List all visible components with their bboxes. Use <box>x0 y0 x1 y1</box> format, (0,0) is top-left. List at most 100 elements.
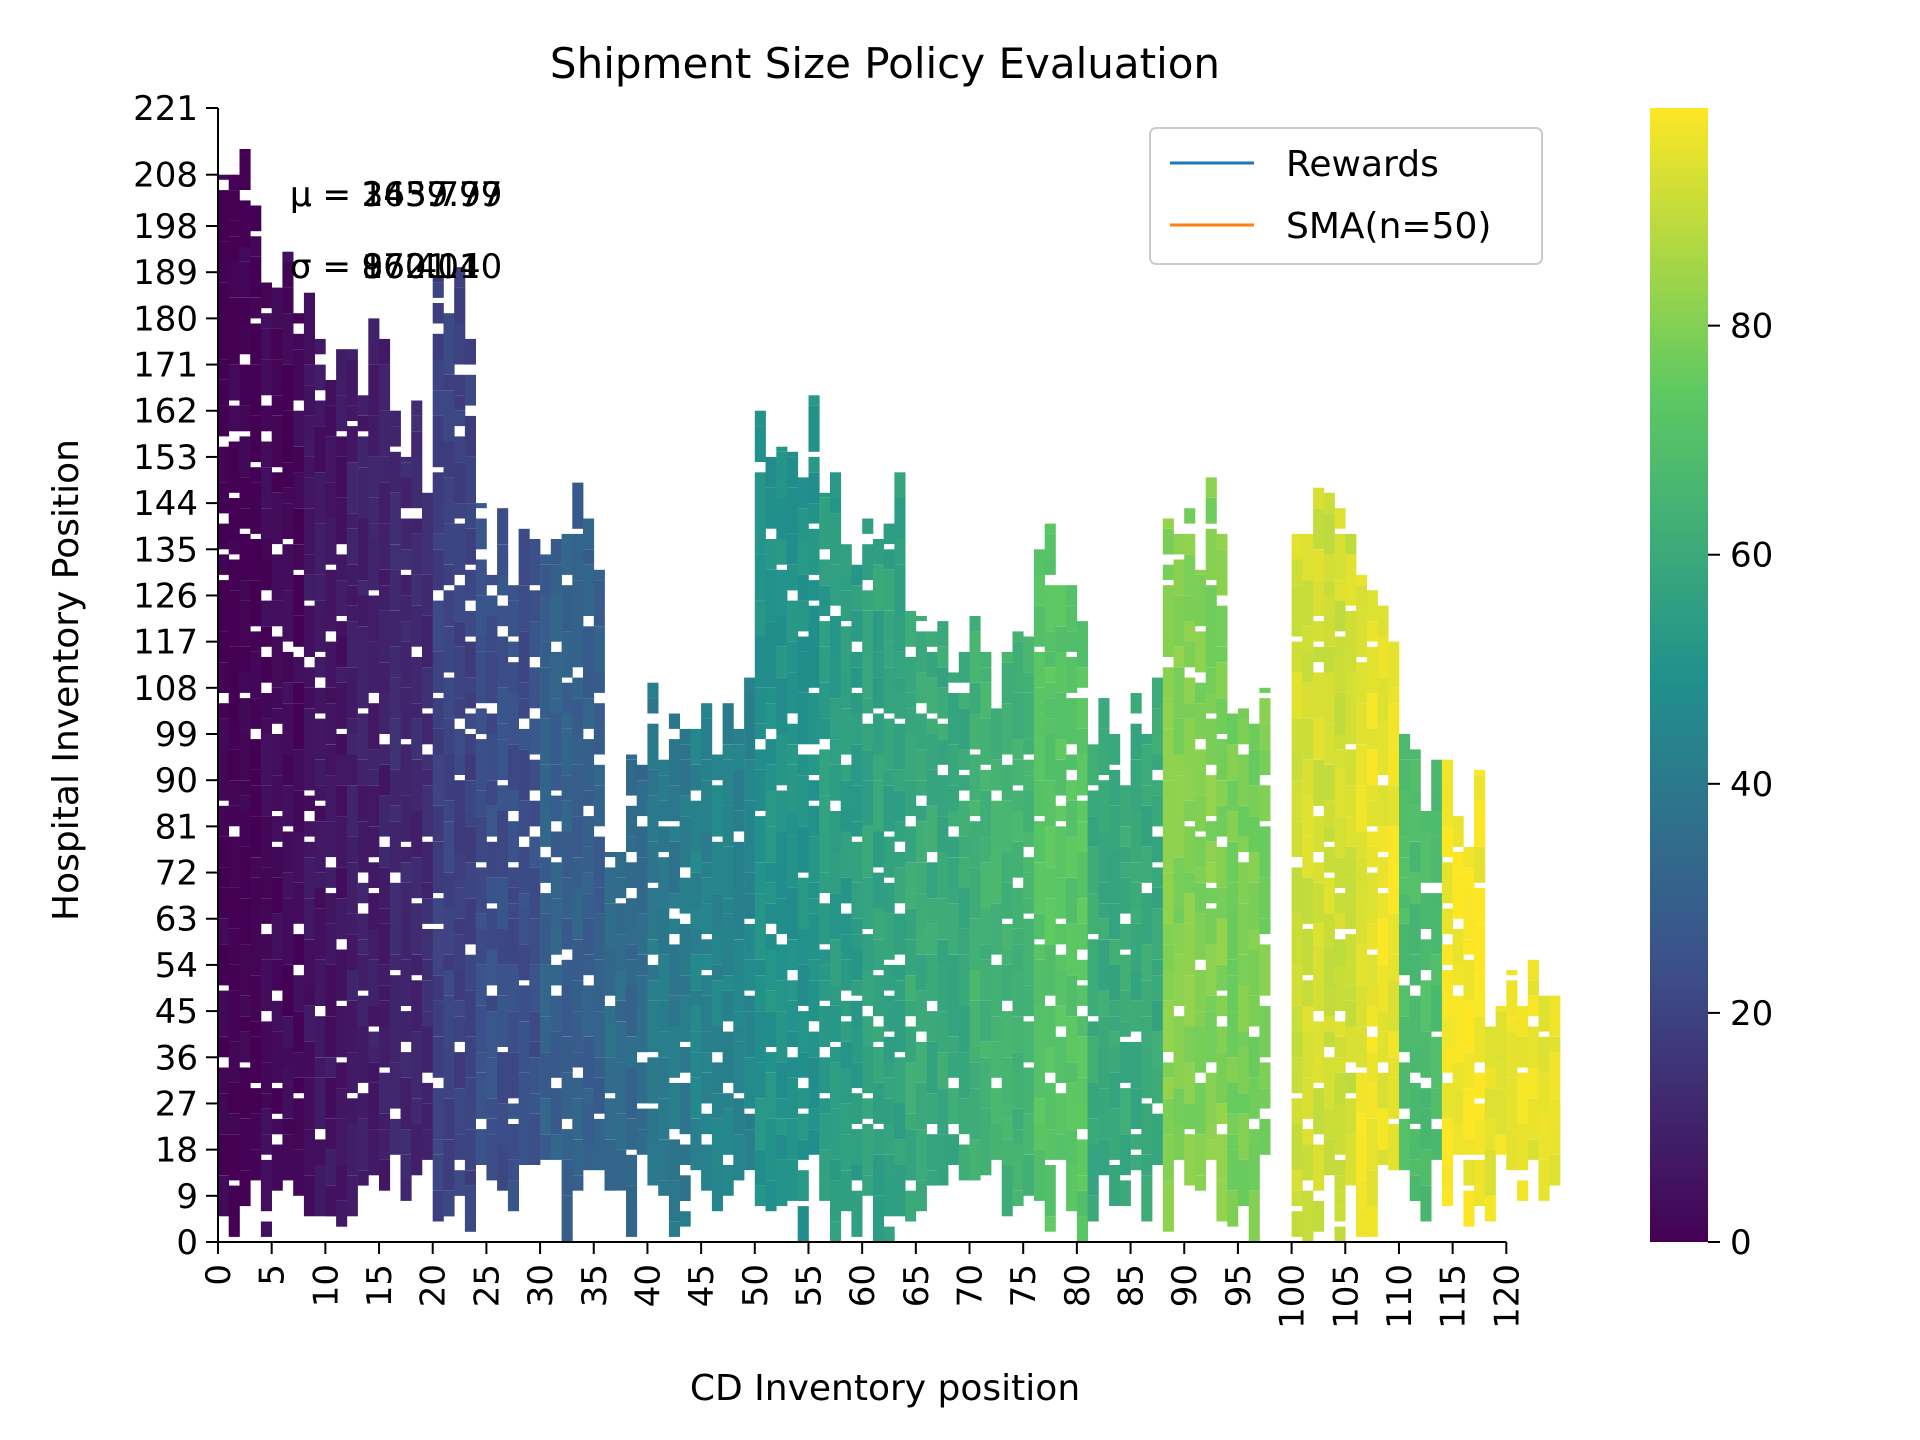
heatmap-cell <box>658 908 670 955</box>
heatmap-cell <box>282 831 294 873</box>
heatmap-cell <box>722 1165 734 1196</box>
heatmap-cell <box>1323 1108 1335 1140</box>
heatmap-cell <box>840 913 852 935</box>
heatmap-cell <box>711 1062 723 1094</box>
heatmap-cell <box>1109 1016 1121 1032</box>
heatmap-cell <box>250 1088 262 1114</box>
heatmap-cell <box>400 1077 412 1130</box>
heatmap-cell <box>926 1041 938 1094</box>
heatmap-cell <box>1044 734 1056 781</box>
heatmap-cell <box>926 923 938 955</box>
heatmap-cell <box>1259 1062 1271 1089</box>
heatmap-cell <box>443 995 455 1047</box>
heatmap-cell <box>250 739 262 770</box>
heatmap-cell <box>937 939 949 965</box>
heatmap-cell <box>250 205 262 232</box>
heatmap-cell <box>1334 657 1346 693</box>
heatmap-cell <box>1023 918 1035 970</box>
heatmap-cell <box>776 1098 788 1119</box>
heatmap-cell <box>1141 805 1153 847</box>
heatmap-cell <box>303 841 315 858</box>
heatmap-cell <box>872 610 884 652</box>
heatmap-cell <box>969 754 981 801</box>
heatmap-cell <box>830 811 842 852</box>
heatmap-cell <box>486 949 498 986</box>
heatmap-cell <box>1076 985 1088 1006</box>
heatmap-cell <box>754 410 766 427</box>
heatmap-cell <box>432 333 444 360</box>
heatmap-cell <box>883 1124 895 1155</box>
heatmap-cell <box>969 1088 981 1140</box>
heatmap-cell <box>1399 1062 1411 1109</box>
heatmap-cell <box>787 723 799 745</box>
heatmap-cell <box>475 518 487 550</box>
heatmap-cell <box>1409 995 1421 1047</box>
heatmap-cell <box>239 477 251 509</box>
heatmap-cell <box>1345 749 1357 786</box>
heatmap-cell <box>593 580 605 627</box>
heatmap-cell <box>1184 533 1196 555</box>
heatmap-cell <box>1033 549 1045 575</box>
heatmap-cell <box>239 811 251 847</box>
heatmap-cell <box>507 887 519 904</box>
heatmap-cell <box>658 775 670 801</box>
heatmap-cell <box>615 1021 627 1063</box>
heatmap-cell <box>1109 903 1121 940</box>
heatmap-cell <box>1001 1057 1013 1104</box>
heatmap-cell <box>454 728 466 755</box>
heatmap-cell <box>1023 775 1035 791</box>
heatmap-cell <box>1377 723 1389 750</box>
heatmap-cell <box>411 574 423 606</box>
heatmap-cell <box>1001 1011 1013 1058</box>
heatmap-cell <box>787 887 799 940</box>
heatmap-cell <box>1237 985 1249 1032</box>
heatmap-cell <box>722 1031 734 1083</box>
heatmap-cell <box>1399 759 1411 791</box>
heatmap-cell <box>626 1118 638 1150</box>
heatmap-cell <box>787 1118 799 1160</box>
heatmap-cell <box>314 338 326 355</box>
heatmap-cell <box>948 693 960 745</box>
heatmap-cell <box>851 1129 863 1165</box>
heatmap-cell <box>1044 1082 1056 1130</box>
heatmap-cell <box>336 349 348 396</box>
heatmap-cell <box>400 549 412 570</box>
heatmap-cell <box>872 539 884 565</box>
heatmap-cell <box>218 1175 230 1217</box>
heatmap-cell <box>1087 744 1099 786</box>
heatmap-cell <box>894 980 906 1001</box>
heatmap-cell <box>701 954 713 971</box>
heatmap-cell <box>862 590 874 611</box>
heatmap-cell <box>411 703 423 719</box>
heatmap-cell <box>626 898 638 929</box>
heatmap-cell <box>561 585 573 632</box>
heatmap-cell <box>593 1118 605 1171</box>
heatmap-cell <box>271 734 283 775</box>
heatmap-cell <box>765 790 777 827</box>
heatmap-cell <box>636 954 648 976</box>
heatmap-cell <box>218 1036 230 1058</box>
heatmap-cell <box>325 687 337 704</box>
heatmap-cell <box>754 816 766 863</box>
heatmap-cell <box>690 908 702 929</box>
heatmap-cell <box>948 1052 960 1078</box>
heatmap-cell <box>303 939 315 986</box>
heatmap-cell <box>615 1149 627 1191</box>
heatmap-cell <box>626 1067 638 1119</box>
heatmap-cell <box>411 431 423 457</box>
heatmap-cell <box>1259 687 1271 693</box>
heatmap-cell <box>1130 1041 1142 1089</box>
heatmap-cell <box>1216 964 1228 991</box>
heatmap-cell <box>733 841 745 888</box>
heatmap-cell <box>915 954 927 991</box>
heatmap-cell <box>1377 1072 1389 1109</box>
heatmap-cell <box>1119 785 1131 827</box>
heatmap-cell <box>529 867 541 919</box>
mu-annotation-1: μ = 1439.79 <box>290 175 502 215</box>
heatmap-cell <box>679 995 691 1042</box>
heatmap-cell <box>464 826 476 863</box>
heatmap-cell <box>228 220 240 237</box>
heatmap-cell <box>314 759 326 786</box>
heatmap-cell <box>540 667 552 719</box>
heatmap-cell <box>797 1052 809 1078</box>
